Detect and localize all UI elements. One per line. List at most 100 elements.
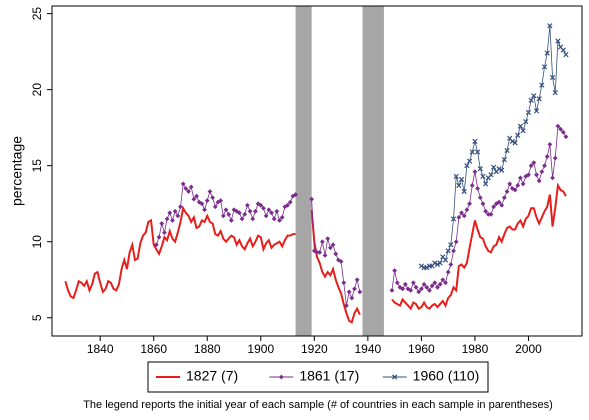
marker [279, 214, 285, 220]
marker [539, 169, 545, 175]
y-tick-label: 25 [30, 7, 44, 21]
marker [525, 109, 532, 116]
marker [549, 74, 556, 81]
marker [483, 181, 489, 187]
marker [354, 277, 360, 283]
marker [512, 187, 518, 193]
marker [245, 202, 250, 208]
marker [477, 166, 483, 172]
marker [504, 147, 510, 154]
marker [153, 242, 159, 248]
x-tick-label: 2000 [515, 342, 542, 356]
marker [542, 163, 547, 169]
marker [269, 210, 274, 216]
marker [392, 374, 398, 380]
marker [263, 213, 269, 219]
marker [172, 208, 178, 214]
shaded-period [295, 6, 312, 336]
marker [413, 284, 419, 290]
marker [453, 239, 459, 245]
marker [518, 175, 523, 181]
x-tick-label: 1920 [301, 342, 328, 356]
marker [427, 287, 432, 293]
marker [186, 189, 191, 194]
marker [544, 50, 550, 56]
marker [520, 128, 526, 134]
marker [480, 201, 486, 207]
x-tick-label: 1940 [355, 342, 382, 356]
marker [469, 149, 475, 155]
series-line [64, 182, 567, 324]
plot-frame [51, 5, 583, 337]
marker [293, 192, 298, 197]
marker [536, 96, 542, 102]
marker [472, 138, 478, 144]
marker [167, 210, 173, 216]
y-tick-label: 15 [30, 159, 44, 173]
marker [531, 93, 537, 99]
marker [341, 280, 347, 286]
footnote: The legend reports the initial year of e… [83, 399, 553, 411]
marker [464, 163, 470, 169]
legend-label: 1861 (17) [299, 368, 359, 384]
marker [212, 204, 218, 210]
y-axis-label: percentage [9, 136, 25, 206]
marker [344, 303, 349, 308]
marker [448, 262, 454, 267]
marker [429, 283, 435, 289]
marker [346, 289, 352, 295]
marker [274, 208, 280, 214]
y-tick-label: 5 [30, 314, 44, 321]
marker [287, 199, 293, 205]
marker [445, 248, 451, 254]
marker [523, 118, 529, 125]
marker [170, 218, 175, 223]
marker [317, 249, 323, 255]
x-tick-label: 1900 [247, 342, 274, 356]
marker [418, 263, 425, 269]
marker [416, 289, 422, 295]
marker [469, 183, 475, 188]
marker [458, 176, 465, 182]
marker [547, 23, 553, 29]
marker [445, 269, 451, 275]
marker [531, 160, 537, 166]
marker [560, 129, 566, 135]
marker [474, 149, 481, 155]
marker [550, 175, 555, 181]
marker [544, 154, 550, 159]
marker [159, 221, 165, 226]
marker [520, 181, 526, 187]
marker [443, 280, 448, 286]
marker [432, 260, 438, 266]
legend-label: 1827 (7) [186, 368, 238, 384]
marker [488, 172, 494, 178]
marker [541, 64, 548, 70]
y-tick-label: 10 [30, 235, 44, 249]
marker [258, 202, 264, 208]
marker [199, 201, 205, 207]
marker [250, 216, 256, 222]
marker [162, 230, 167, 235]
marker [220, 213, 226, 219]
marker [539, 82, 545, 88]
marker [507, 181, 513, 187]
x-tick-label: 1980 [462, 342, 489, 356]
marker [424, 284, 430, 290]
x-tick-label: 1960 [408, 342, 435, 356]
marker [178, 204, 183, 210]
marker [533, 108, 540, 114]
marker [164, 216, 170, 222]
marker [517, 123, 524, 129]
marker [271, 216, 277, 222]
marker [183, 186, 189, 191]
marker [563, 134, 569, 140]
marker [472, 169, 478, 175]
marker [400, 286, 406, 292]
marker [560, 47, 566, 53]
marker [488, 211, 494, 217]
marker [236, 210, 242, 216]
marker [210, 195, 216, 201]
marker [247, 208, 253, 214]
